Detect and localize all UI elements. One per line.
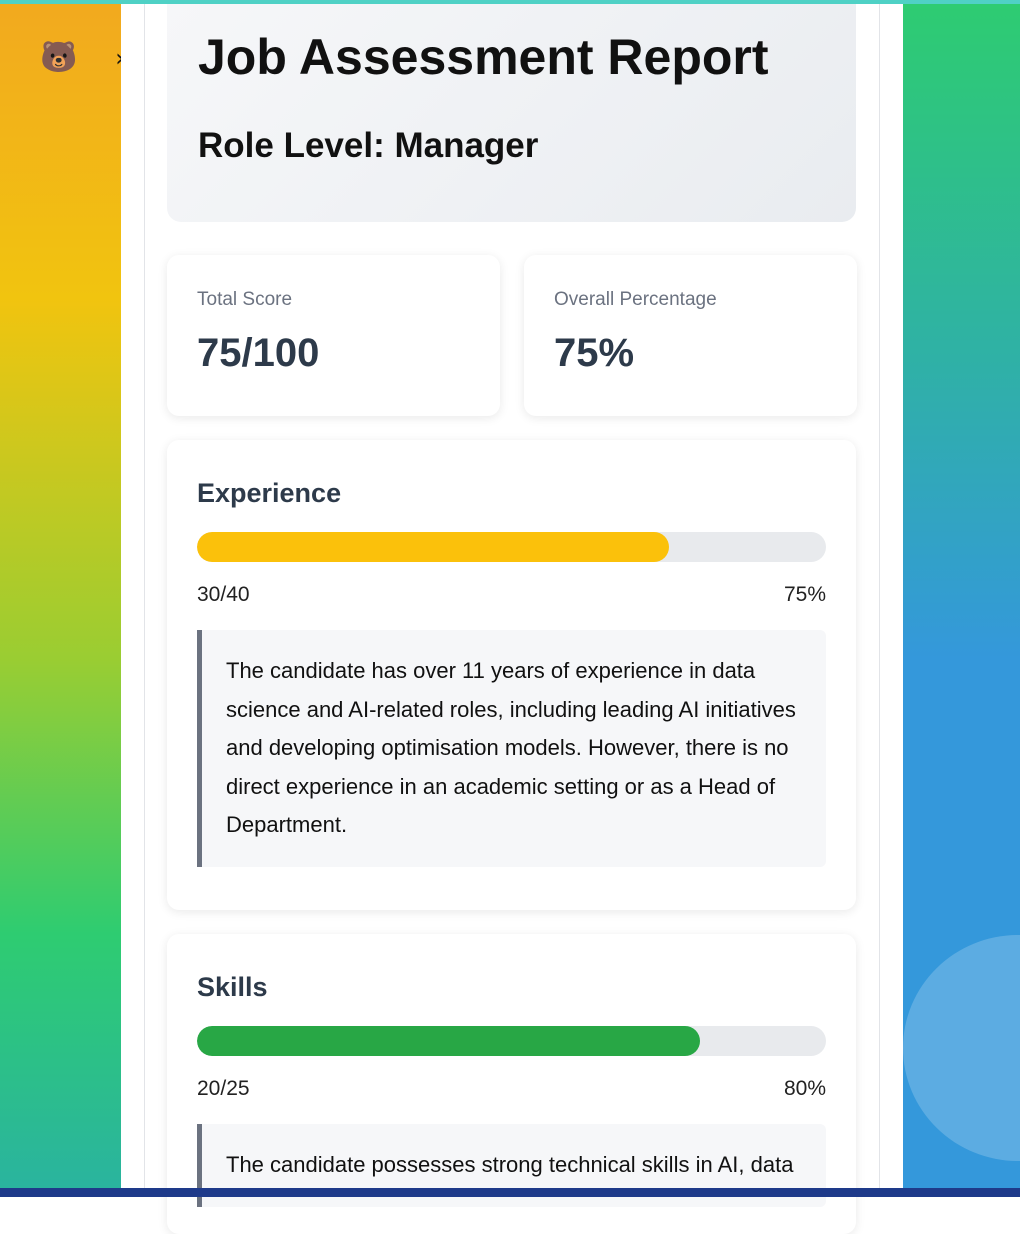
bottom-strip: [0, 1188, 1020, 1197]
decorative-circle: [903, 935, 1020, 1161]
section-score: 20/25: [197, 1077, 250, 1100]
right-background: [903, 0, 1020, 1197]
sidebar-background: 🐻 ›: [0, 0, 125, 1197]
right-divider: [879, 0, 880, 1197]
overall-percentage-label: Overall Percentage: [554, 289, 717, 310]
section-title: Skills: [197, 972, 268, 1002]
top-accent-strip: [0, 0, 1020, 4]
role-level: Role Level: Manager: [198, 126, 539, 165]
skills-section: Skills 20/25 80% The candidate possesses…: [167, 934, 856, 1234]
section-title: Experience: [197, 478, 342, 508]
progress-bar-fill: [197, 1026, 701, 1056]
experience-section: Experience 30/40 75% The candidate has o…: [167, 440, 856, 910]
section-note: The candidate has over 11 years of exper…: [197, 630, 826, 867]
progress-bar-fill: [197, 532, 669, 562]
bear-icon[interactable]: 🐻: [40, 41, 78, 74]
total-score-label: Total Score: [197, 289, 293, 310]
total-score-card: Total Score 75/100: [167, 255, 500, 416]
left-divider: [144, 0, 145, 1197]
report-header: Job Assessment Report Role Level: Manage…: [167, 0, 856, 222]
section-score: 30/40: [197, 583, 250, 606]
progress-bar-track: [197, 532, 826, 562]
section-percent: 80%: [783, 1077, 826, 1100]
total-score-value: 75/100: [197, 331, 320, 375]
overall-percentage-value: 75%: [554, 331, 635, 375]
page-title: Job Assessment Report: [198, 29, 769, 85]
progress-bar-track: [197, 1026, 826, 1056]
overall-percentage-card: Overall Percentage 75%: [524, 255, 857, 416]
chevron-right-icon[interactable]: ›: [115, 44, 125, 72]
section-percent: 75%: [783, 583, 826, 606]
